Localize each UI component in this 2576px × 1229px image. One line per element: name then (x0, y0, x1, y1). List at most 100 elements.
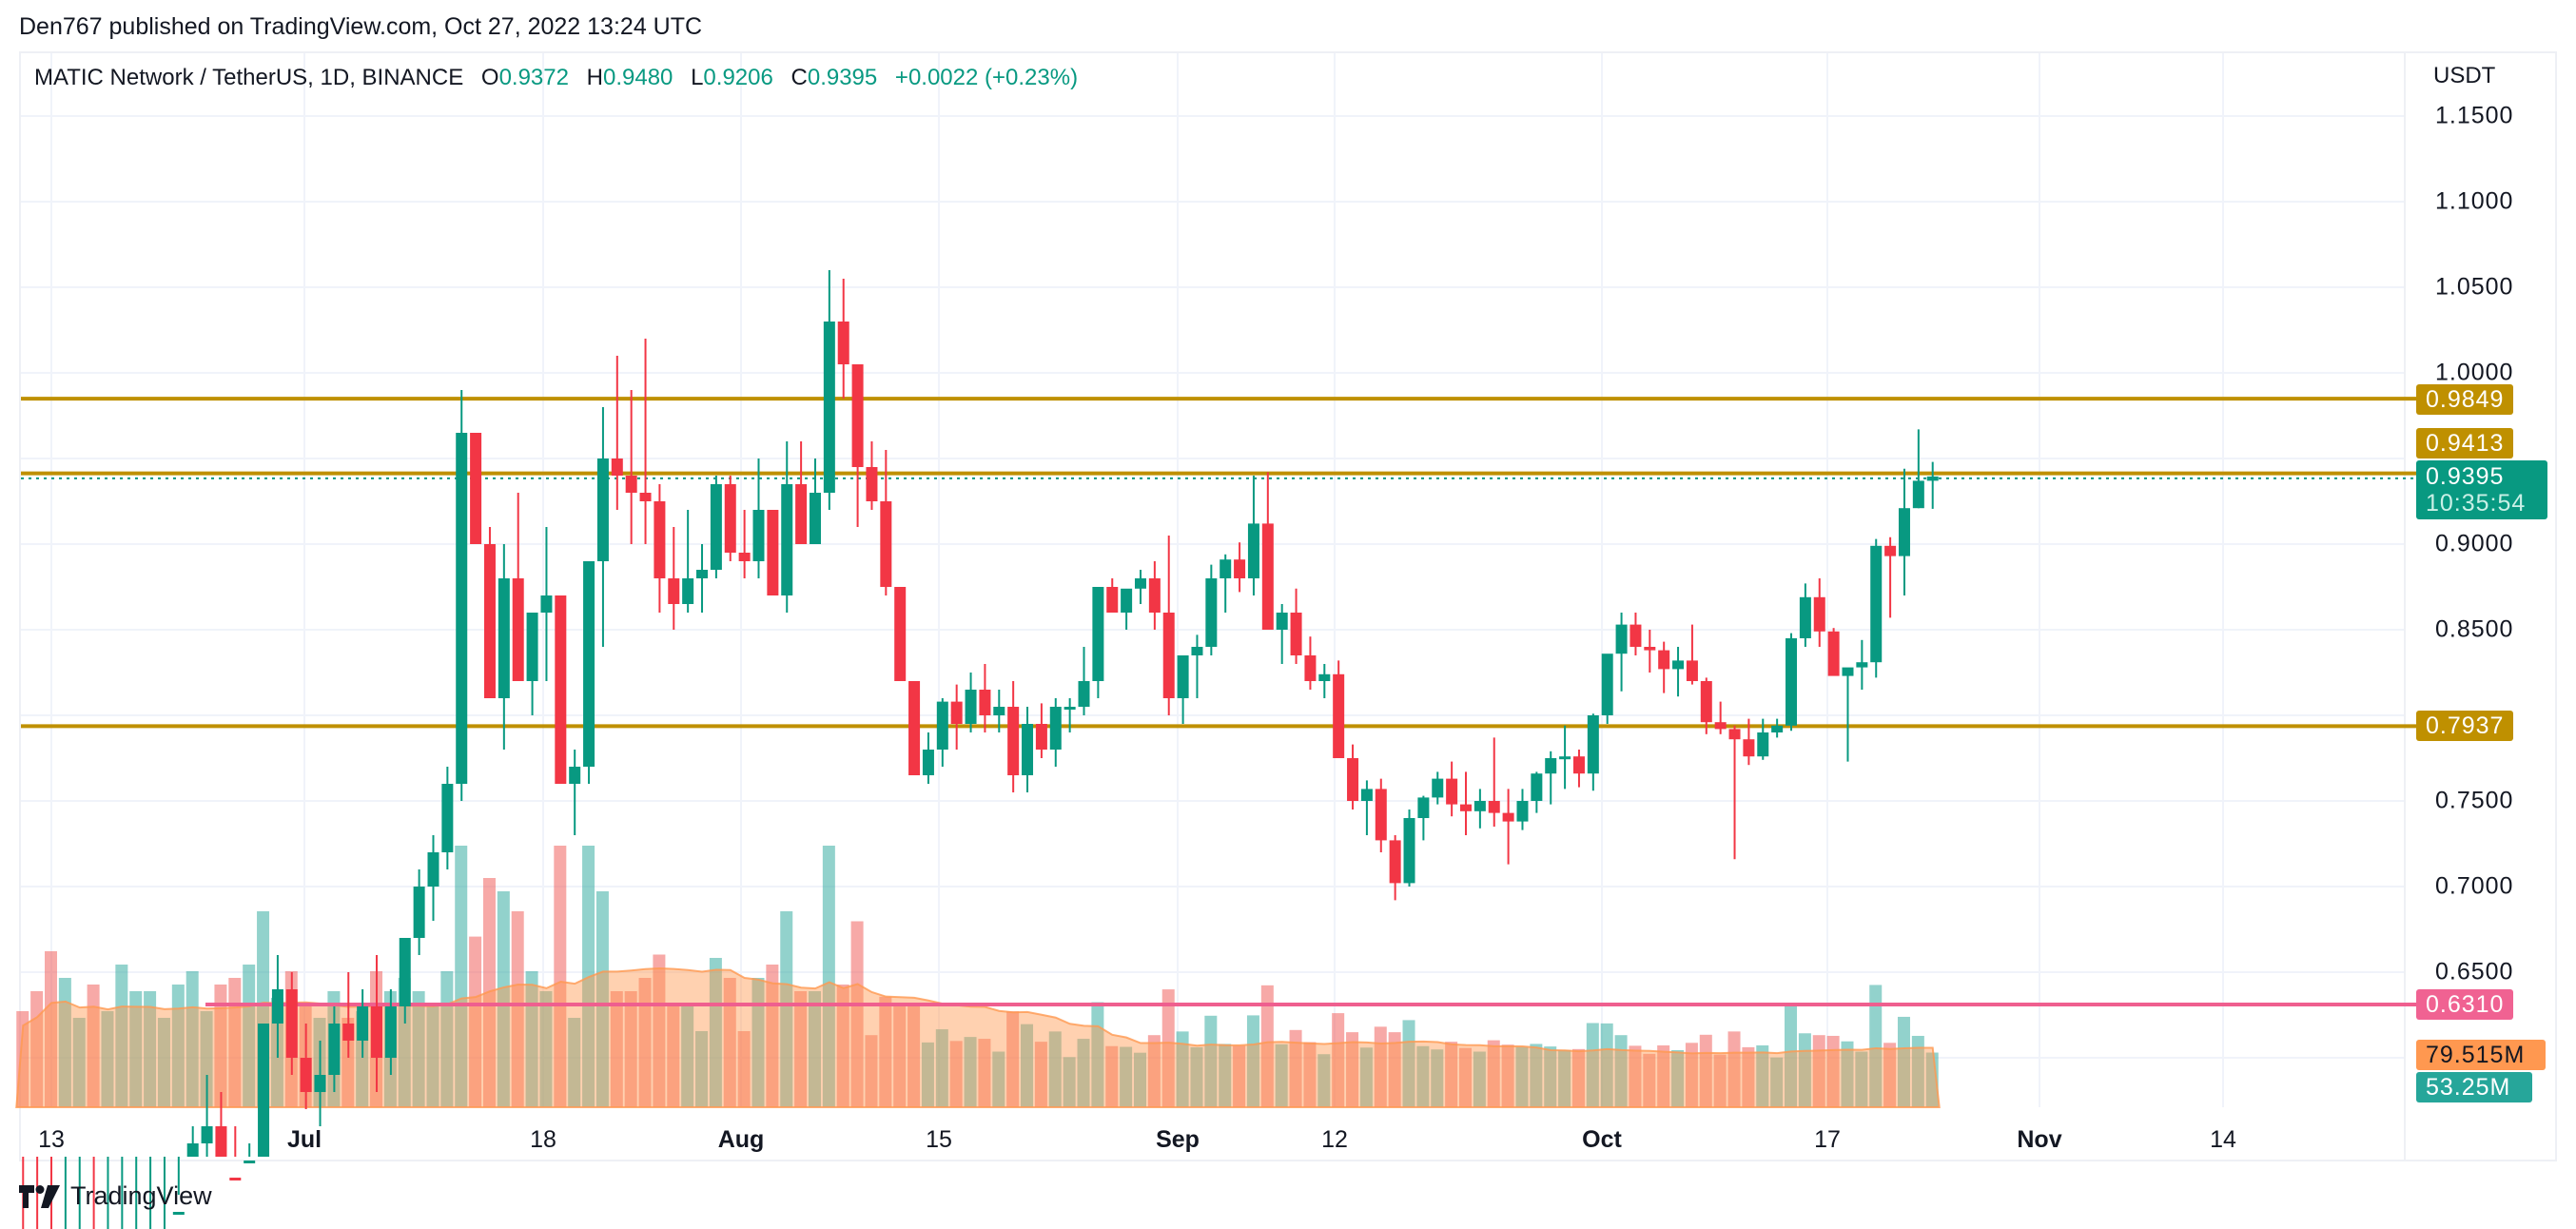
candle-up (201, 1126, 213, 1143)
low-value: 0.9206 (703, 65, 773, 90)
candle-up (1799, 596, 1811, 638)
candle-up (328, 1024, 341, 1075)
candle-down (1290, 613, 1302, 655)
volume-bar (766, 965, 779, 1107)
candle-up (1276, 613, 1288, 630)
candle-up (456, 433, 468, 784)
volume-bar (200, 1011, 213, 1107)
candle-up (1856, 662, 1868, 668)
volume-bar (1275, 1044, 1288, 1107)
volume-bar (1219, 1044, 1232, 1107)
volume-bar (921, 1042, 934, 1107)
candle-up (1177, 655, 1189, 698)
volume-bar (1034, 1042, 1047, 1107)
candle-up (1049, 707, 1062, 750)
volume-bar (1303, 1042, 1317, 1107)
candle-down (1035, 724, 1047, 750)
volume-bar (595, 891, 609, 1107)
volume-bar (1756, 1044, 1769, 1107)
candle-up (314, 1075, 326, 1092)
candle-down (1333, 673, 1345, 758)
candle-down (1446, 778, 1458, 805)
candle-up (596, 458, 609, 561)
volume-bar (1826, 1035, 1840, 1107)
tradingview-logo-icon (19, 1184, 60, 1208)
volume-bar (129, 991, 143, 1107)
candle-up (441, 784, 454, 852)
volume-bar (115, 965, 128, 1107)
candle-up (399, 938, 411, 1006)
volume-bar (1812, 1035, 1825, 1107)
candle-up (384, 1006, 397, 1058)
volume-bar (1473, 1051, 1486, 1107)
volume-bar (45, 951, 57, 1107)
volume-bar (653, 954, 666, 1107)
candle-up (1912, 480, 1924, 509)
candle-up (1205, 578, 1218, 647)
volume-bar (737, 1031, 751, 1107)
time-tick: Jul (286, 1126, 322, 1153)
candle-down (639, 493, 652, 501)
candle-down (625, 476, 637, 493)
candle-down (300, 1058, 312, 1092)
volume-bar (949, 1041, 963, 1107)
tradingview-wordmark: TradingView (70, 1181, 212, 1210)
time-tick: Aug (717, 1126, 765, 1153)
volume-bar (1515, 1046, 1529, 1107)
candle-up (1531, 773, 1543, 801)
candle-up (1403, 818, 1415, 884)
volume-bar (157, 1018, 170, 1107)
candle-down (1743, 739, 1755, 757)
candle-up (172, 1212, 185, 1215)
candle-down (908, 681, 921, 775)
candle-down (1261, 523, 1274, 630)
volume-bar (836, 985, 849, 1107)
volume-bar (1855, 1051, 1868, 1107)
volume-bar (1204, 1015, 1218, 1107)
candle-up (1417, 797, 1430, 818)
candle-up (809, 493, 821, 544)
candle-down (1347, 758, 1359, 801)
candle-up (1926, 476, 1939, 481)
candle-down (371, 1006, 383, 1058)
candle-down (738, 553, 751, 561)
candle-down (1630, 624, 1642, 647)
candle-up (569, 767, 581, 784)
volume-bar (822, 846, 835, 1107)
candle-down (1148, 578, 1161, 613)
volume-bar (1459, 1047, 1472, 1107)
tradingview-logo[interactable]: TradingView (19, 1181, 212, 1211)
volume-bar (1558, 1049, 1571, 1107)
candle-down (851, 364, 864, 467)
volume-bar (1077, 1039, 1090, 1107)
volume-bar (228, 978, 242, 1107)
candle-down (1644, 647, 1656, 651)
volume-bar (1161, 989, 1175, 1107)
volume-ma-label: 79.515M (2416, 1040, 2546, 1070)
candle-up (1771, 725, 1784, 732)
candle-up (1615, 624, 1628, 654)
last-price-value: 0.9395 (2426, 463, 2505, 490)
volume-bar (1445, 1042, 1458, 1107)
candle-up (1220, 559, 1232, 578)
time-tick: Oct (1582, 1126, 1622, 1153)
candle-down (880, 501, 892, 587)
price-tick: 0.9000 (2435, 530, 2514, 557)
volume-bar (1883, 1043, 1897, 1107)
candle-down (1162, 613, 1175, 698)
volume-bar (1233, 1045, 1246, 1107)
volume-bar (1260, 985, 1274, 1107)
volume-bar (638, 978, 652, 1107)
change-value: +0.0022 (+0.23%) (894, 65, 1079, 90)
candle-down (342, 1024, 355, 1041)
price-tick: 0.7500 (2435, 787, 2514, 814)
volume-bar (1713, 1054, 1727, 1107)
candle-up (498, 578, 510, 698)
time-tick: 15 (926, 1126, 952, 1153)
candle-up (244, 1161, 256, 1163)
volume-bar (992, 1051, 1005, 1107)
candle-down (1700, 681, 1712, 723)
symbol-title[interactable]: MATIC Network / TetherUS, 1D, BINANCE (34, 65, 464, 90)
price-tick: 1.1500 (2435, 102, 2514, 129)
